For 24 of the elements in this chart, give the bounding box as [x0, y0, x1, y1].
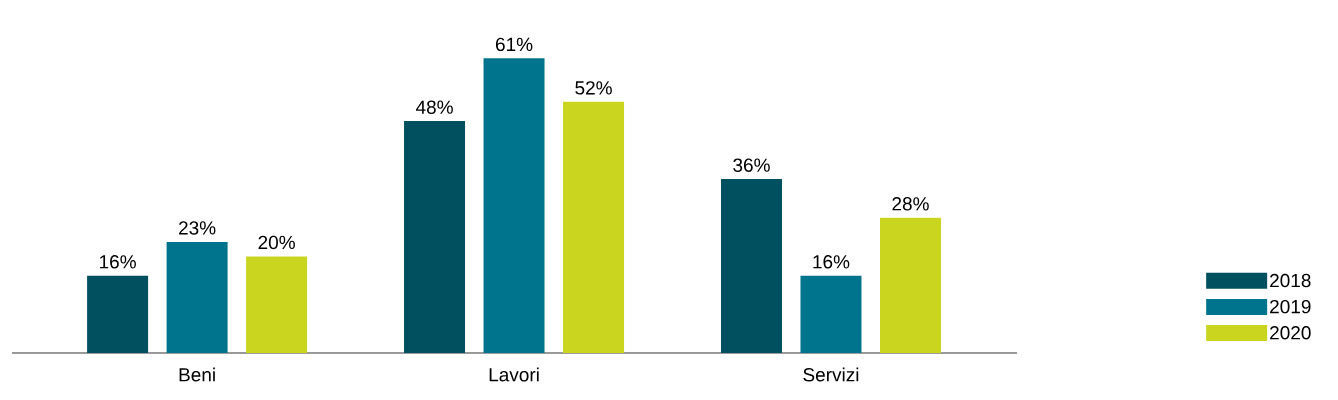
bar	[87, 275, 149, 353]
data-label: 28%	[892, 197, 929, 211]
legend-label: 2018	[1270, 273, 1311, 288]
bar	[720, 179, 782, 353]
bar	[246, 256, 308, 353]
bar	[404, 121, 466, 353]
x-tick-label: Lavori	[489, 367, 539, 382]
data-label: 16%	[813, 255, 850, 269]
data-label: 20%	[258, 235, 295, 250]
bar	[800, 275, 862, 353]
data-label: 16%	[100, 255, 136, 269]
data-label: 61%	[495, 37, 533, 52]
bar	[483, 58, 545, 353]
x-tick-label: Beni	[179, 367, 215, 382]
data-label: 36%	[733, 158, 770, 172]
data-label: 48%	[415, 100, 453, 114]
data-label: 23%	[179, 221, 216, 235]
legend-label: 2019	[1270, 299, 1311, 314]
bar	[166, 241, 228, 353]
legend-label: 2020	[1270, 326, 1311, 340]
bar	[563, 101, 625, 353]
x-tick-label: Servizi	[803, 367, 859, 382]
bar	[879, 217, 941, 353]
data-label: 52%	[575, 81, 612, 95]
